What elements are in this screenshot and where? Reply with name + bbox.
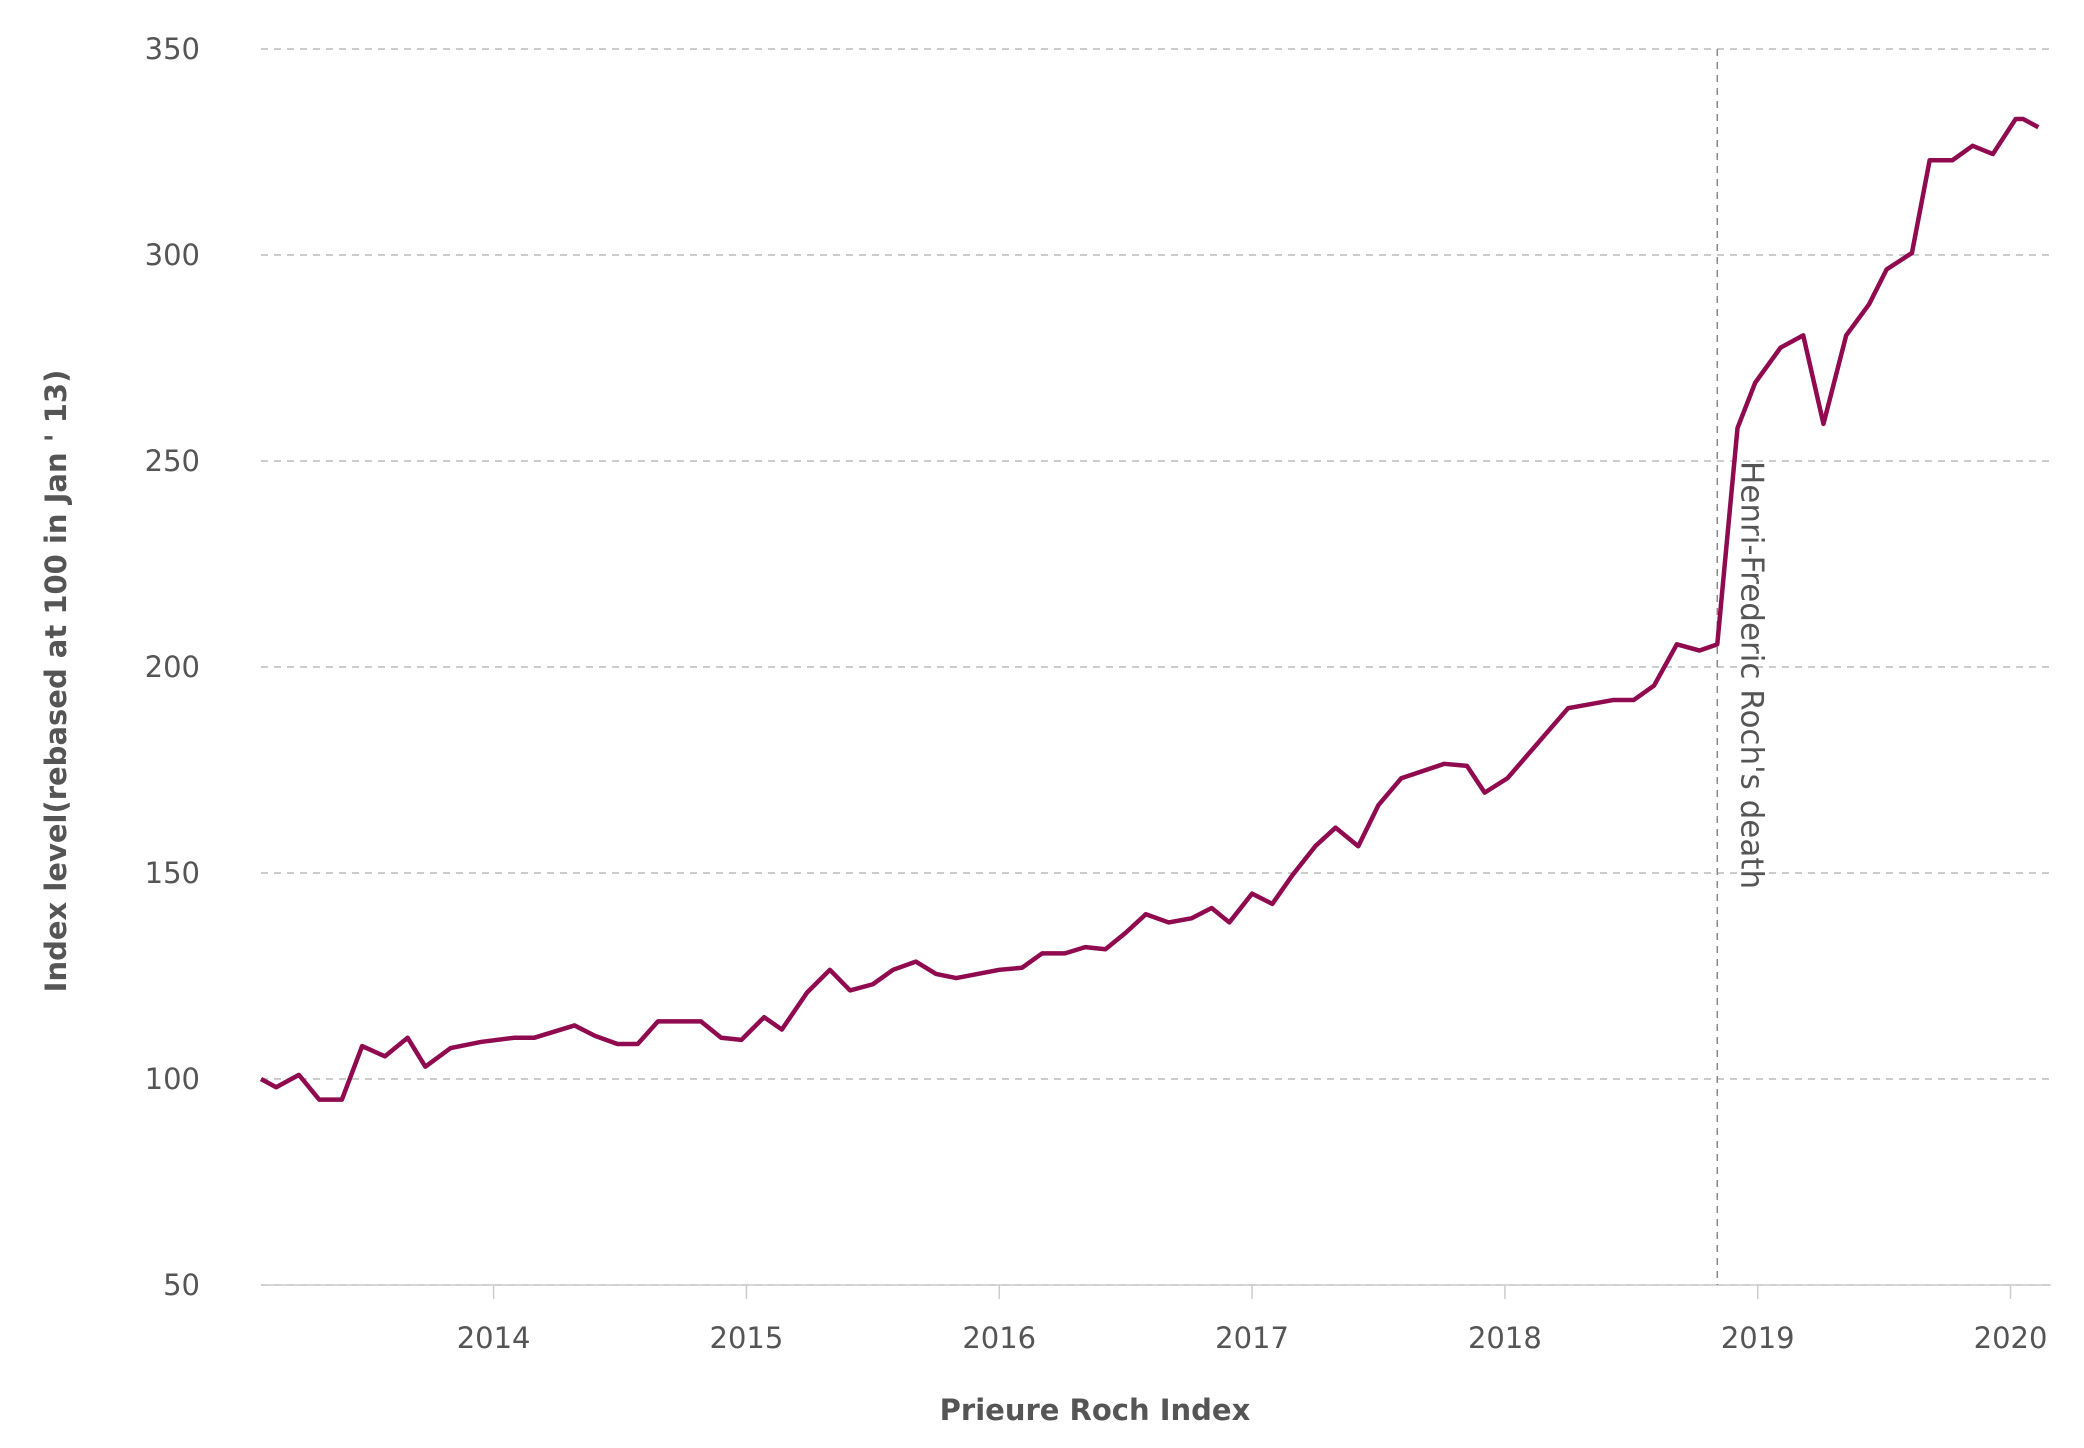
y-tick-label: 50: [163, 1268, 200, 1302]
y-tick-label: 200: [145, 650, 200, 684]
y-tick-label: 150: [145, 856, 200, 890]
x-tick-label: 2017: [1215, 1321, 1289, 1355]
y-axis-label: Index level(rebased at 100 in Jan ' 13): [39, 370, 73, 993]
y-tick-label: 300: [145, 238, 200, 272]
x-tick-label: 2015: [710, 1321, 784, 1355]
data-line: [259, 116, 2040, 1102]
x-tick-label: 2018: [1468, 1321, 1542, 1355]
annotation-text: Henri-Frederic Roch's death: [1733, 461, 1769, 889]
y-tick-label: 100: [145, 1062, 200, 1096]
x-tick-label: 2020: [1974, 1321, 2048, 1355]
y-tick-label: 350: [145, 32, 200, 66]
x-tick-label: 2019: [1721, 1321, 1795, 1355]
y-tick-label: 250: [145, 444, 200, 478]
x-tick-label: 2014: [457, 1321, 531, 1355]
x-axis-label: Prieure Roch Index: [940, 1393, 1251, 1427]
x-tick-label: 2016: [962, 1321, 1036, 1355]
